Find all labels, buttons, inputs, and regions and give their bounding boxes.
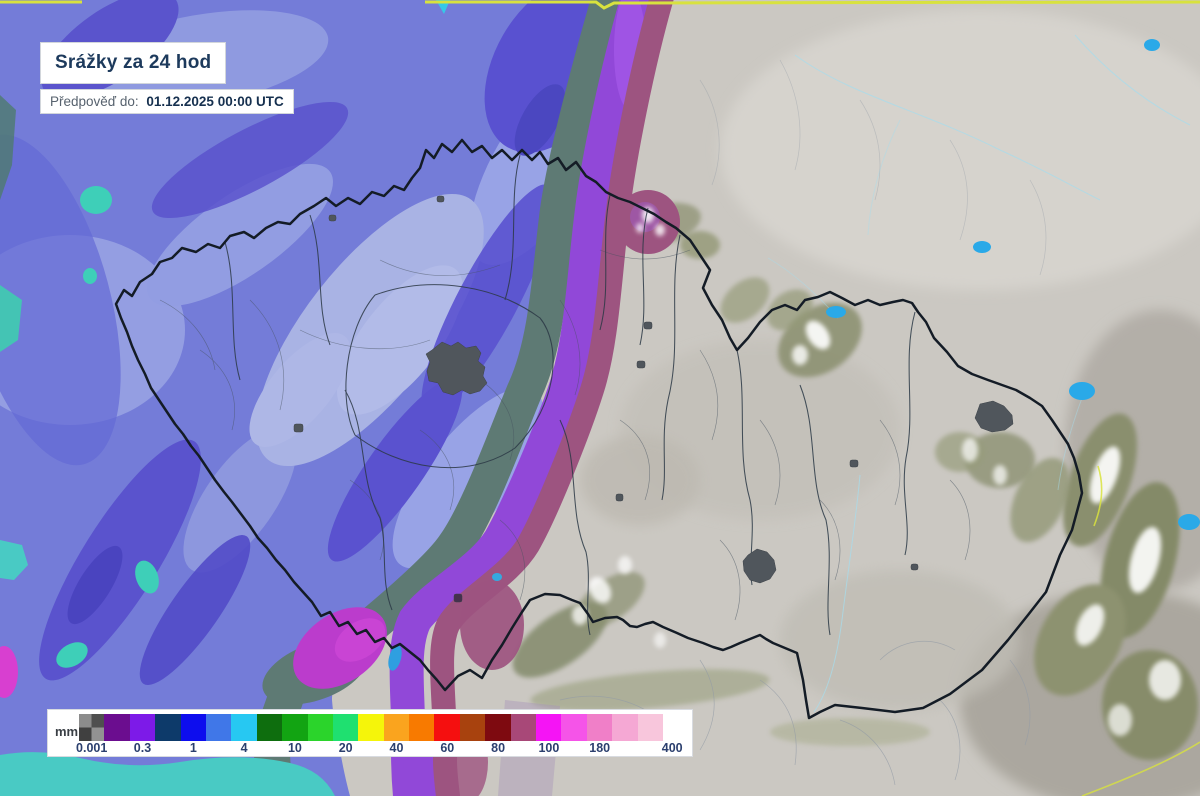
legend-tick-label: 20 — [338, 741, 353, 755]
legend-tick-label: 100 — [538, 741, 560, 755]
legend-swatch-level-20 — [586, 714, 613, 741]
legend-swatch-strip — [79, 714, 663, 741]
legend-swatch-below-threshold-checker — [79, 714, 105, 741]
legend-swatch-level-9 — [307, 714, 333, 741]
rain-turquoise-areas — [0, 0, 450, 796]
country-border-czechia — [114, 138, 1084, 720]
forecast-box: Předpověď do: 01.12.2025 00:00 UTC — [40, 89, 294, 114]
legend-tick-label: 10 — [287, 741, 302, 755]
city-prague — [425, 341, 488, 396]
city-areas — [293, 195, 1014, 603]
city-brno — [742, 548, 777, 584]
legend-swatch-level-13 — [409, 714, 435, 741]
legend-swatch-level-17 — [510, 714, 537, 741]
city-pardubice — [636, 360, 646, 369]
legend-tick-label: 180 — [589, 741, 611, 755]
city-ostrava — [974, 400, 1014, 433]
legend-swatch-level-2 — [129, 714, 156, 741]
legend-swatch-level-22 — [637, 714, 663, 741]
legend-swatch-level-14 — [434, 714, 460, 741]
city-jihlava — [615, 493, 624, 502]
forecast-datetime: 01.12.2025 00:00 UTC — [146, 94, 284, 109]
legend-tick-label: 4 — [240, 741, 248, 755]
map-title: Srážky za 24 hod — [55, 52, 212, 73]
legend-swatch-level-11 — [358, 714, 384, 741]
legend-swatch-level-5 — [205, 714, 232, 741]
legend-swatch-level-4 — [180, 714, 206, 741]
legend-swatch-level-21 — [612, 714, 638, 741]
legend-tick-label: 0.001 — [76, 741, 108, 755]
legend-swatch-level-16 — [485, 714, 511, 741]
legend-swatch-level-8 — [282, 714, 308, 741]
legend-tick-label: 0.3 — [133, 741, 152, 755]
city-plzen — [293, 423, 304, 433]
forecast-label: Předpověď do: — [50, 94, 139, 109]
legend-tick-label: 40 — [389, 741, 404, 755]
city-budejovice — [453, 593, 463, 603]
river-lines — [767, 34, 1191, 713]
precipitation-legend: mm 0.001 0.3 1 4 10 20 40 60 80 100 180 400 — [47, 709, 693, 757]
legend-swatch-level-18 — [536, 714, 562, 741]
legend-swatch-level-12 — [383, 714, 410, 741]
sumava-raspberry-blob — [460, 580, 524, 670]
district-boundaries-cz — [159, 249, 971, 621]
legend-unit-label: mm — [55, 724, 79, 739]
rain-magenta-patches — [0, 607, 387, 698]
legend-swatch-level-10 — [332, 714, 359, 741]
map-title-box: Srážky za 24 hod — [40, 42, 227, 84]
legend-tick-label: 1 — [189, 741, 197, 755]
city-zlin — [910, 563, 919, 571]
city-olomouc — [849, 459, 859, 468]
legend-tick-label: 400 — [661, 741, 683, 755]
legend-swatch-level-7 — [256, 714, 283, 741]
lake-areas — [388, 39, 1200, 671]
legend-swatch-level-3 — [155, 714, 181, 741]
legend-swatch-level-15 — [459, 714, 486, 741]
legend-tick-label: 80 — [491, 741, 506, 755]
legend-tick-labels: 0.001 0.3 1 4 10 20 40 60 80 100 180 400 — [48, 740, 692, 756]
city-hradec — [643, 321, 653, 330]
legend-swatch-level-6 — [231, 714, 257, 741]
legend-swatch-level-19 — [561, 714, 587, 741]
legend-tick-label: 60 — [440, 741, 455, 755]
city-usti — [328, 214, 337, 222]
legend-swatch-level-1 — [104, 714, 130, 741]
city-liberec — [436, 195, 445, 203]
